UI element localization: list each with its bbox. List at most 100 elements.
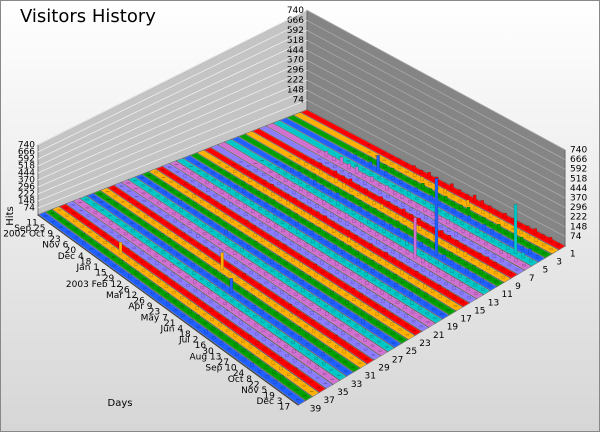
bar [389,156,393,158]
row-label: 37 [323,396,334,406]
bar [293,358,297,363]
bar [238,303,242,307]
bar [254,169,258,172]
bar [307,360,311,364]
bar [141,192,146,195]
bar [395,214,399,218]
bar [357,192,361,196]
bar [418,235,423,239]
bar [106,199,111,201]
bar [366,211,370,216]
bar [109,230,114,233]
bar [92,203,97,206]
bar [186,284,190,287]
bar [392,185,396,187]
bar [308,370,312,374]
bar [471,265,476,270]
bar [248,263,253,266]
bar [195,227,199,230]
bar [349,346,353,350]
x-tick-label: Nov 5 [241,386,267,396]
bar [229,212,234,215]
bar [156,271,160,274]
y-tick-label: 444 [570,184,587,194]
bar [270,269,275,272]
bar [242,188,246,193]
bar [295,388,299,391]
bar [232,164,236,166]
bar [447,235,452,240]
bar [120,269,124,273]
bar [262,337,266,341]
bar [379,274,383,278]
bar [387,286,391,291]
bar [485,256,490,262]
bar [329,205,334,210]
bar [206,187,210,192]
bar [306,269,311,272]
bar [286,286,291,291]
bar [257,360,261,363]
bar [394,283,398,287]
bar [222,214,227,218]
bar [293,367,298,372]
bar [99,201,104,203]
y-tick-label: 296 [18,182,35,192]
bar [317,158,322,160]
bar [123,224,127,227]
bar [241,339,245,343]
grid-line [306,59,566,199]
bar [427,255,432,260]
bar [297,245,301,250]
bar [73,227,78,231]
bar [238,311,243,316]
bar [241,264,246,269]
bar [218,322,222,327]
bar [327,257,331,261]
bar [202,223,206,227]
bar [429,271,433,277]
bar [494,280,499,283]
y-tick-label: 222 [287,76,304,86]
bar [150,291,155,295]
bar [296,310,300,314]
bar [276,248,280,252]
bar [228,195,232,199]
bar [158,217,163,221]
bar [503,212,507,218]
bar [319,252,324,257]
bar [107,206,111,209]
bar [381,151,386,154]
bar [397,158,401,162]
bar [180,305,185,308]
bar [353,307,357,310]
bar [137,217,141,222]
bar [268,244,272,247]
bar [351,288,356,293]
bar [535,246,539,251]
x-tick-label: 22 [248,380,259,390]
bar [183,174,187,178]
bar [327,183,331,187]
bar [428,182,432,186]
bar [440,313,444,315]
bar [302,384,306,387]
bar [348,172,352,177]
bar [202,313,207,316]
bar [317,227,321,232]
bar [252,225,257,229]
grid-line [37,89,308,202]
bar [104,249,108,253]
bar [318,243,323,248]
bar [339,233,343,238]
bar [367,151,371,153]
x-tick-label: 2003 Feb 12 [66,280,122,290]
bar [373,286,377,290]
bar [409,214,414,219]
bar [173,300,177,303]
bar [270,353,275,356]
bar [424,223,429,228]
bar [414,263,418,267]
bar [380,213,385,217]
bar [299,356,304,359]
